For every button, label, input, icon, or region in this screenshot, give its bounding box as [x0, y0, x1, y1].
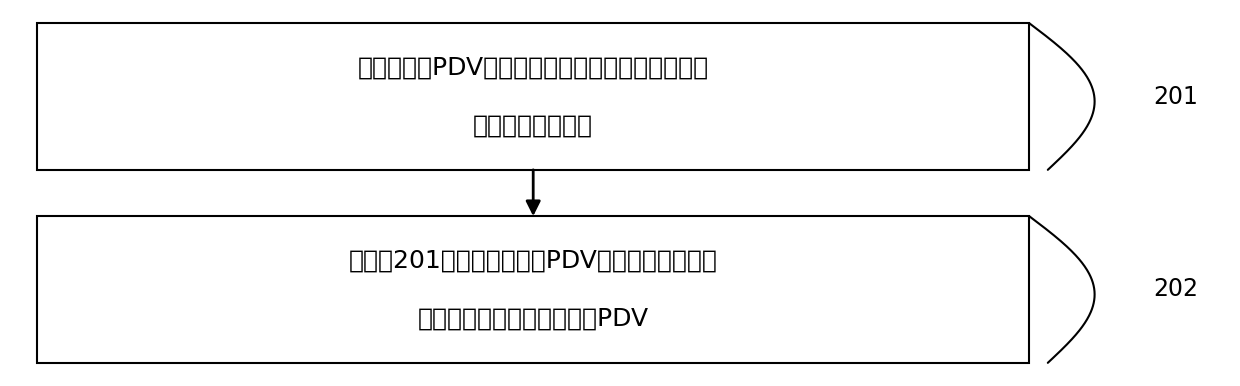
Text: 将步骤201中获取的现网的PDV数据，在模拟环境: 将步骤201中获取的现网的PDV数据，在模拟环境	[348, 249, 718, 273]
Text: 202: 202	[1153, 278, 1198, 301]
FancyBboxPatch shape	[37, 23, 1029, 170]
Text: 201: 201	[1153, 85, 1198, 108]
Text: 中插入回放，以模拟现网的PDV: 中插入回放，以模拟现网的PDV	[418, 306, 649, 330]
Text: 获取现网的PDV数据，即获取现网第一网络时延和: 获取现网的PDV数据，即获取现网第一网络时延和	[357, 56, 709, 80]
Text: 现网第二网络时延: 现网第二网络时延	[474, 113, 593, 137]
FancyBboxPatch shape	[37, 216, 1029, 363]
